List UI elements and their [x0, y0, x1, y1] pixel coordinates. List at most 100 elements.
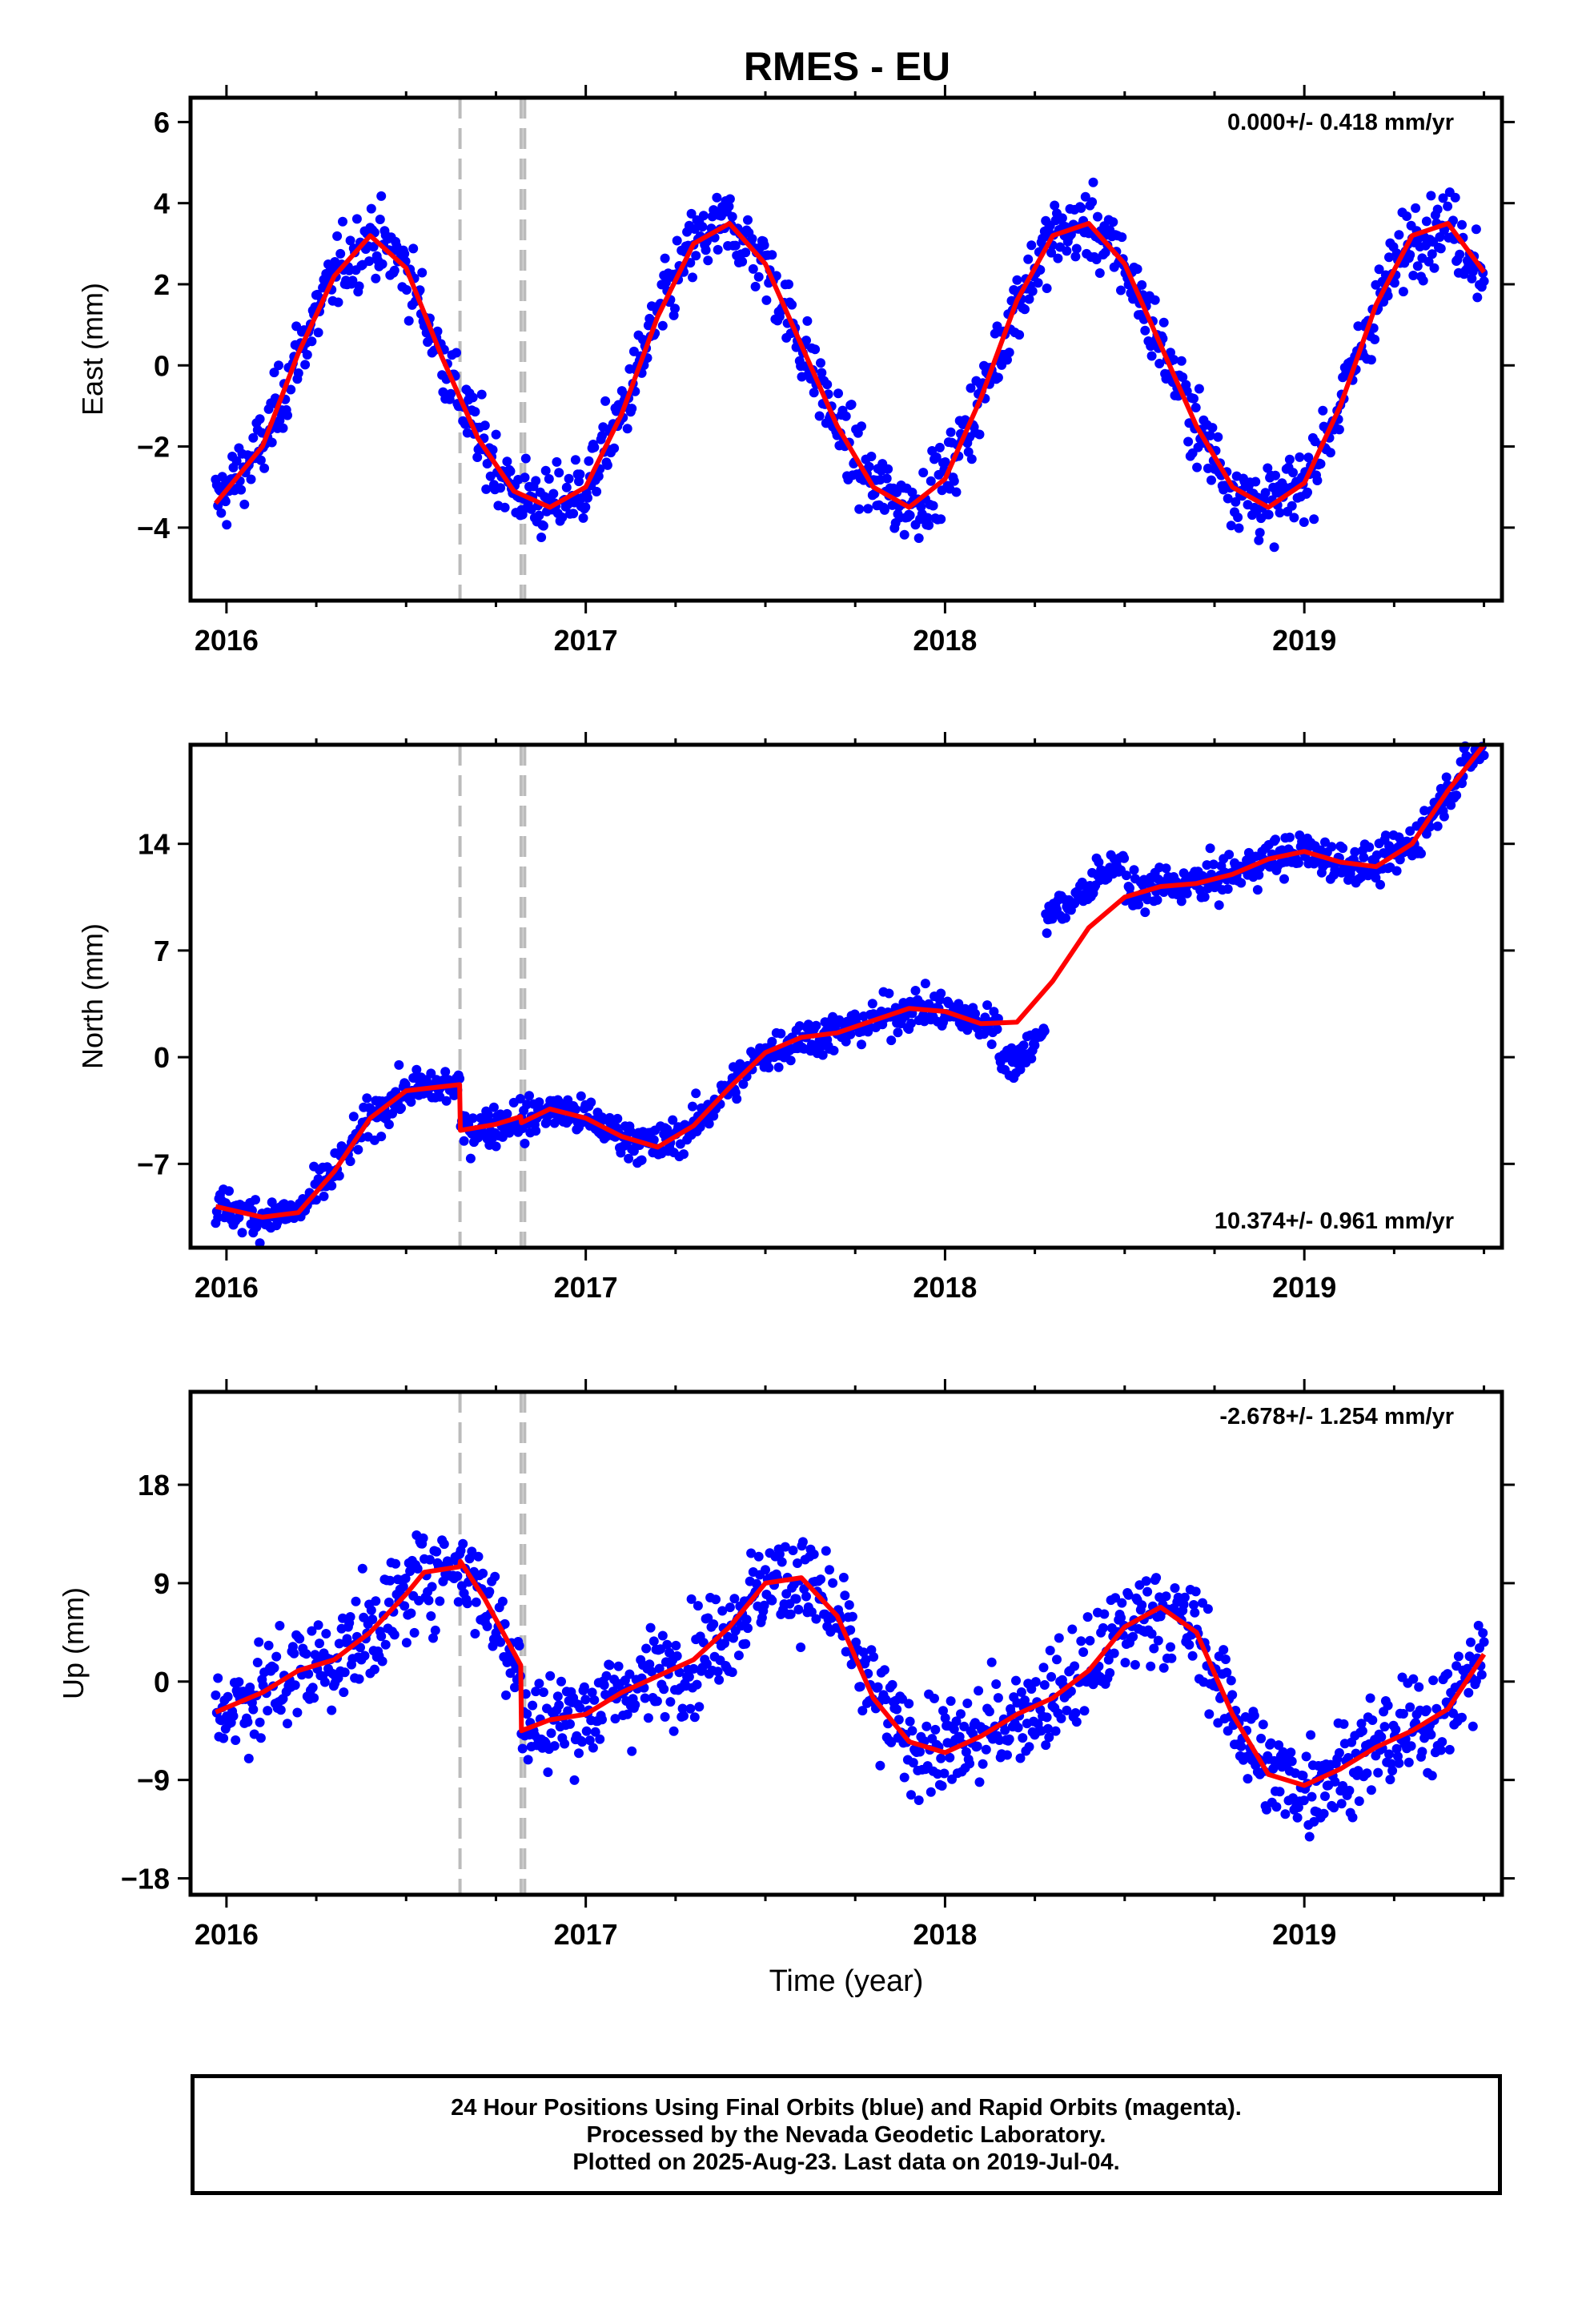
data-point [482, 459, 492, 468]
data-point [574, 476, 584, 487]
data-point [937, 1781, 947, 1791]
data-point [1479, 1637, 1489, 1647]
data-point [654, 1663, 665, 1674]
data-point [1087, 197, 1098, 207]
data-point [1275, 1787, 1285, 1797]
data-point [1134, 899, 1143, 910]
data-point [579, 1682, 589, 1692]
data-point [307, 336, 317, 347]
data-point [1194, 384, 1204, 394]
data-point [1098, 1622, 1108, 1633]
data-point [1256, 1733, 1267, 1743]
data-point [657, 320, 668, 331]
data-point [574, 1748, 584, 1759]
data-point [1030, 1040, 1040, 1051]
data-point [907, 487, 917, 497]
data-point [565, 1719, 575, 1729]
x-tick-label: 2019 [1272, 1918, 1336, 1951]
data-point [1370, 334, 1380, 344]
data-point [418, 1533, 428, 1543]
data-point [1042, 283, 1052, 293]
data-point [234, 1212, 244, 1223]
data-point [1004, 348, 1014, 358]
data-point [353, 1144, 363, 1155]
data-point [1224, 850, 1235, 860]
data-point [791, 1594, 801, 1604]
data-point [459, 1136, 469, 1146]
data-point [561, 482, 572, 493]
data-point [515, 1094, 525, 1104]
data-point [538, 1687, 548, 1698]
data-point [1366, 355, 1376, 365]
data-point [671, 1640, 681, 1651]
data-point [1405, 826, 1415, 836]
data-point [1205, 430, 1215, 440]
data-point [1412, 261, 1423, 271]
data-point [458, 1538, 468, 1549]
data-point [1226, 521, 1236, 531]
data-point [307, 1683, 318, 1693]
data-point [1158, 1663, 1169, 1673]
data-point [841, 1647, 851, 1657]
data-point [1013, 1723, 1023, 1733]
data-point [809, 1549, 819, 1559]
data-point [1110, 1593, 1121, 1603]
data-point [1478, 1628, 1488, 1638]
data-point [1262, 1804, 1271, 1815]
data-point [1446, 800, 1456, 810]
data-point [857, 1039, 866, 1050]
data-point [1375, 879, 1385, 890]
data-point [470, 407, 480, 417]
data-point [1362, 1768, 1372, 1779]
data-point [482, 1621, 492, 1631]
data-point [725, 194, 735, 204]
data-point [610, 1714, 620, 1724]
data-point [1271, 1802, 1282, 1812]
data-point [435, 1596, 445, 1606]
data-point [332, 231, 343, 241]
data-point [1011, 1675, 1021, 1686]
data-point [1304, 1831, 1315, 1842]
data-point [1085, 1635, 1095, 1646]
data-point [986, 1039, 997, 1049]
data-point [1016, 1687, 1026, 1697]
data-point [549, 1118, 560, 1128]
data-point [851, 1637, 861, 1647]
data-point [1366, 1785, 1376, 1795]
data-point [255, 1238, 265, 1248]
data-point [665, 1647, 675, 1658]
data-point [1142, 1586, 1153, 1597]
data-point [982, 1000, 993, 1011]
data-point [1062, 246, 1072, 256]
data-point [737, 256, 748, 267]
data-point [660, 1711, 670, 1722]
data-point [1189, 1600, 1199, 1610]
data-point [1056, 1713, 1066, 1723]
data-point [534, 1679, 544, 1689]
data-point [467, 1546, 477, 1557]
data-point [575, 469, 585, 480]
plot-frame [188, 95, 1504, 603]
data-point [523, 1755, 533, 1765]
data-point [1179, 1592, 1190, 1602]
data-point [1479, 750, 1489, 761]
data-point [427, 1582, 437, 1592]
data-point [216, 508, 227, 518]
data-point [622, 424, 632, 434]
data-point [916, 502, 926, 512]
data-point [1252, 885, 1263, 895]
data-point [251, 1195, 260, 1205]
data-point [1374, 264, 1384, 275]
data-point [1132, 264, 1142, 274]
data-point [613, 1661, 624, 1671]
data-point [1057, 213, 1067, 223]
data-point [759, 1600, 769, 1610]
data-point [1208, 859, 1219, 870]
data-point [727, 211, 737, 222]
data-point [1042, 1712, 1052, 1723]
data-point [319, 1677, 330, 1687]
data-point [468, 392, 478, 403]
data-point [906, 1790, 916, 1800]
data-point [1254, 870, 1264, 880]
